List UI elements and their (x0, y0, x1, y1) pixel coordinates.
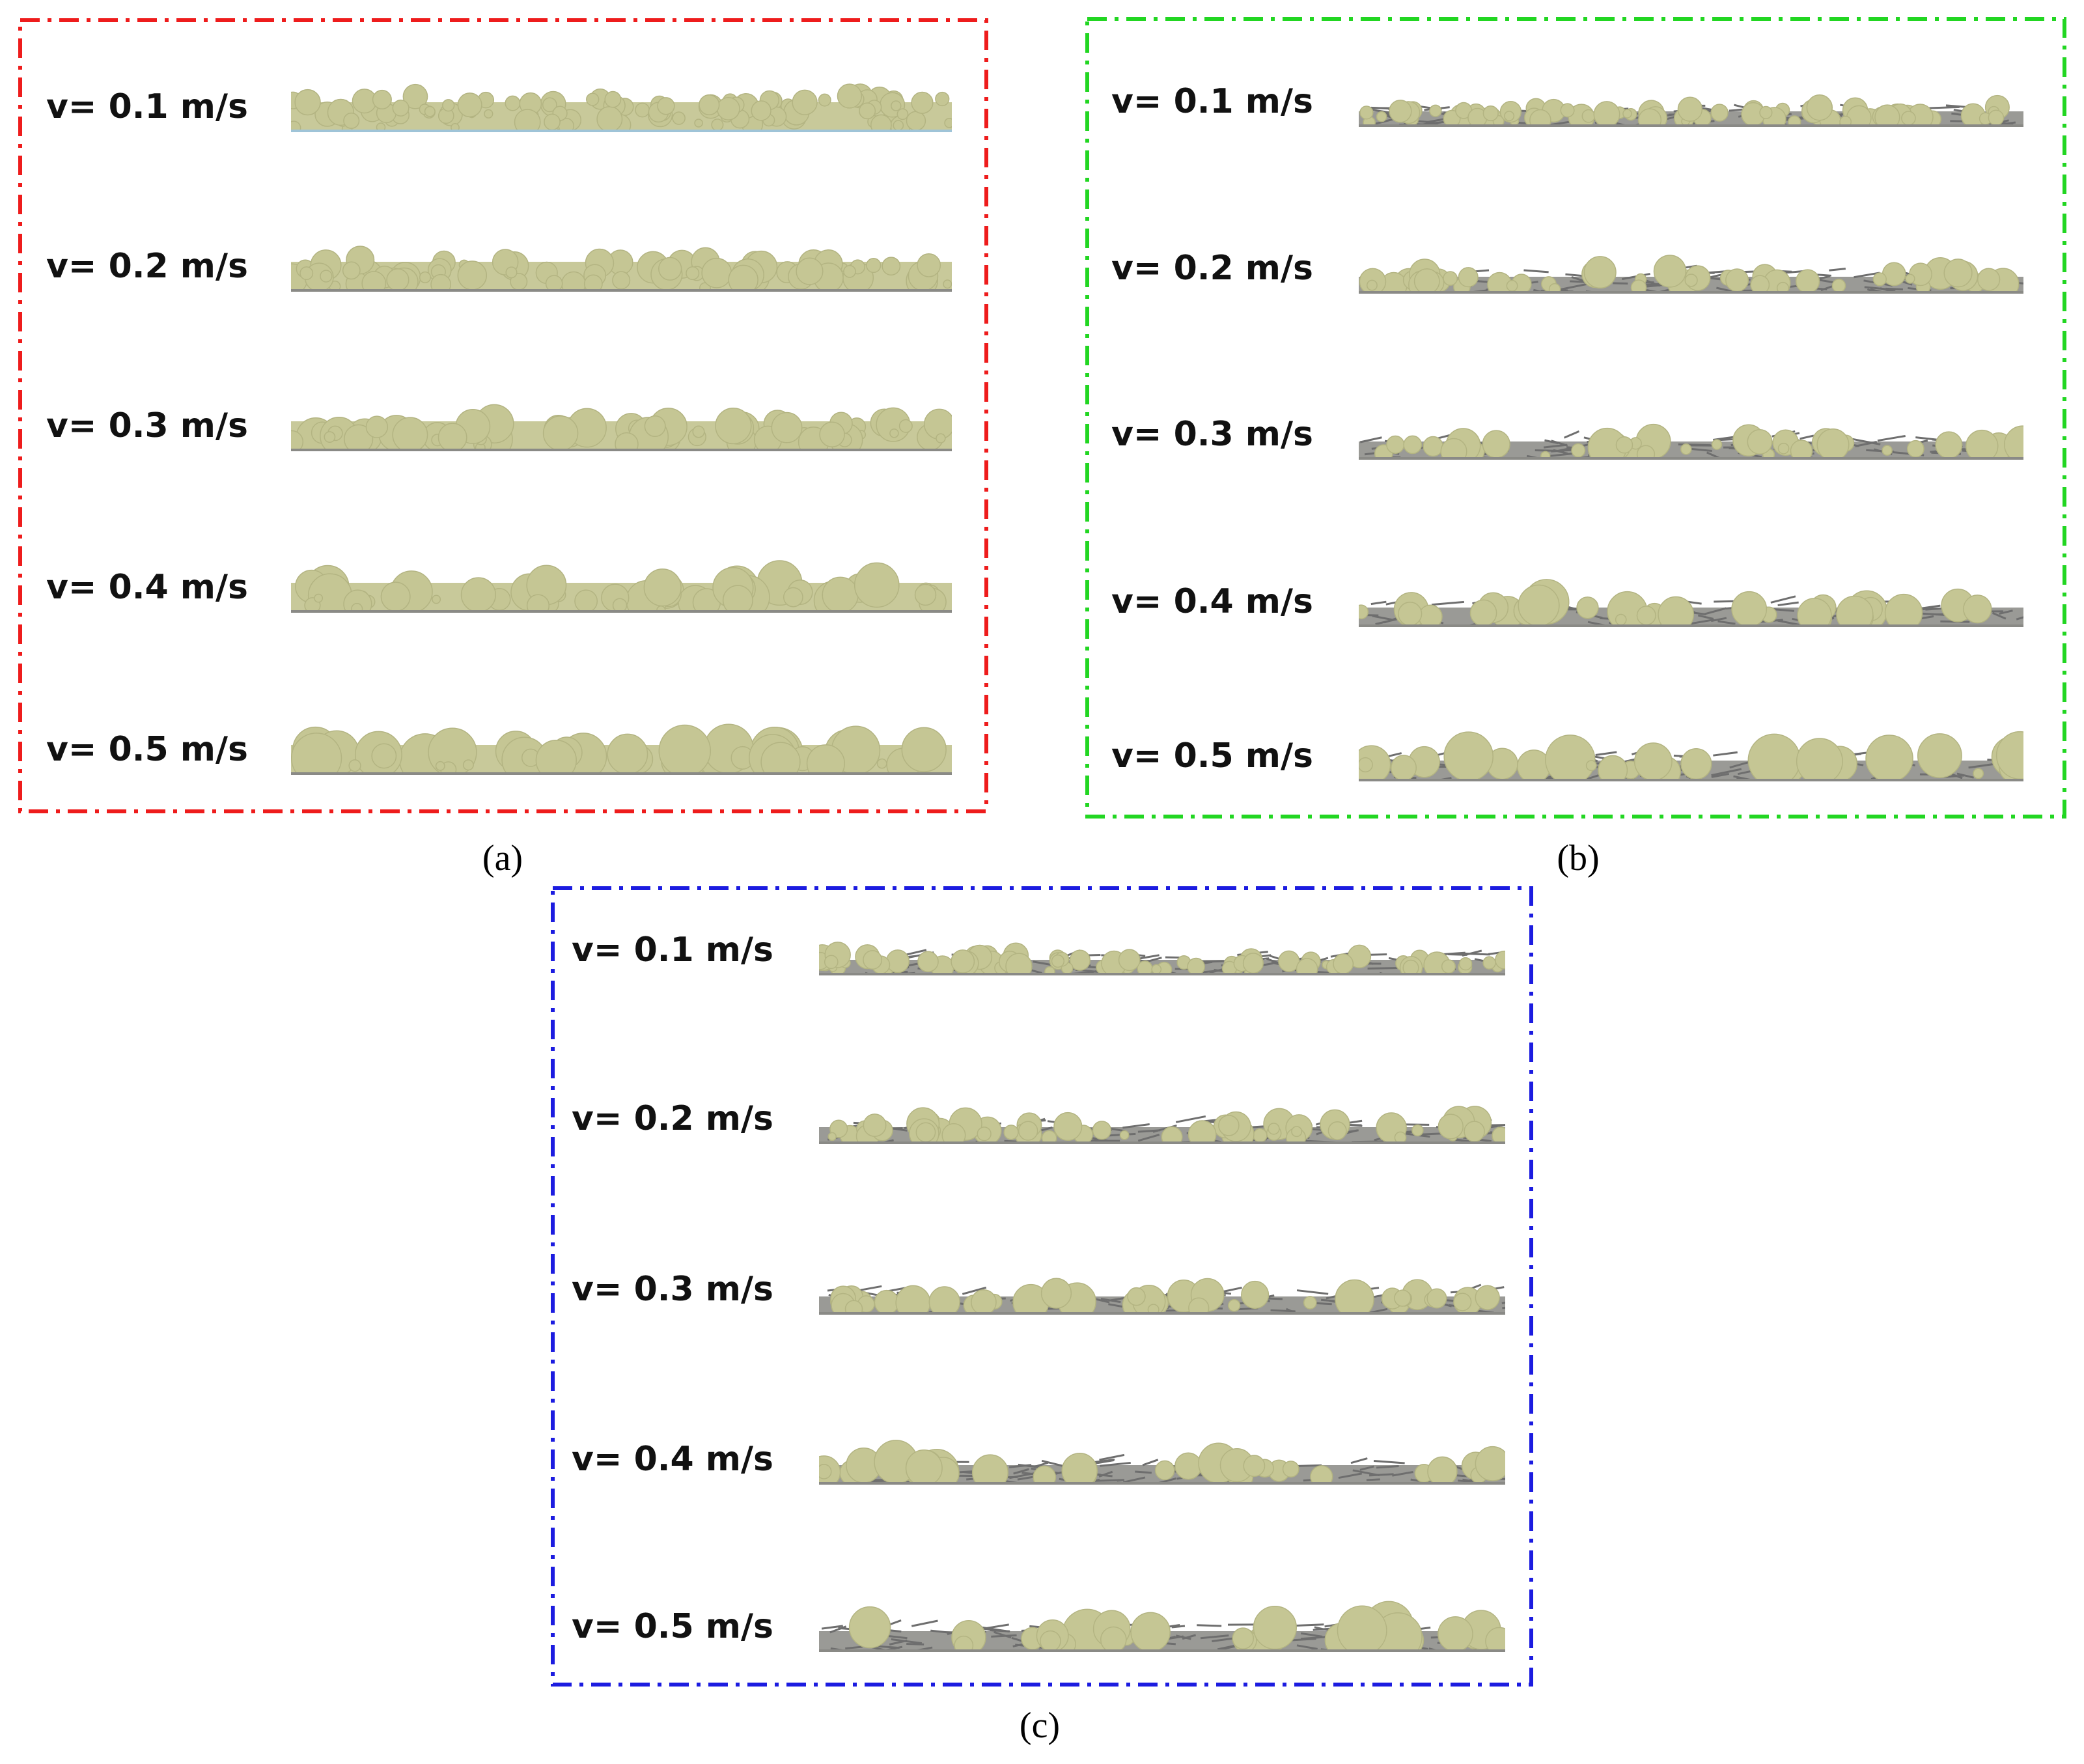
particle-bed (291, 560, 952, 613)
particle-bed (1359, 94, 2023, 127)
row-label: v= 0.5 m/s (46, 730, 248, 769)
particle-bed (1359, 423, 2023, 460)
row-label: v= 0.1 m/s (46, 87, 248, 126)
particle-bed (291, 723, 952, 775)
particle-bed (291, 83, 952, 132)
row-label: v= 0.1 m/s (1111, 82, 1313, 121)
particle-bed (819, 1440, 1505, 1485)
row-label: v= 0.5 m/s (572, 1607, 773, 1646)
row-label: v= 0.2 m/s (572, 1099, 773, 1138)
particle-bed (819, 1106, 1505, 1144)
panel-label: (b) (1557, 838, 1599, 878)
row-label: v= 0.3 m/s (1111, 415, 1313, 454)
panel-frame (1085, 17, 2066, 819)
particle-bed (819, 1601, 1505, 1652)
row-label: v= 0.4 m/s (1111, 582, 1313, 621)
particle-bed (1359, 255, 2023, 294)
particle-bed (1359, 731, 2023, 781)
particle-bed (819, 1278, 1505, 1315)
row-label: v= 0.1 m/s (572, 931, 773, 970)
particle-bed (291, 245, 952, 292)
particle-bed (291, 404, 952, 451)
row-label: v= 0.2 m/s (46, 247, 248, 286)
panel-frame (18, 18, 988, 813)
panel-frame (551, 886, 1533, 1687)
row-label: v= 0.4 m/s (46, 568, 248, 607)
particle-bed (819, 942, 1505, 975)
row-label: v= 0.3 m/s (46, 406, 248, 445)
row-label: v= 0.5 m/s (1111, 736, 1313, 776)
panel-label: (c) (1020, 1705, 1060, 1746)
row-label: v= 0.2 m/s (1111, 249, 1313, 288)
row-label: v= 0.4 m/s (572, 1440, 773, 1479)
row-label: v= 0.3 m/s (572, 1270, 773, 1309)
particle-bed (1359, 579, 2023, 627)
panel-label: (a) (482, 838, 523, 878)
